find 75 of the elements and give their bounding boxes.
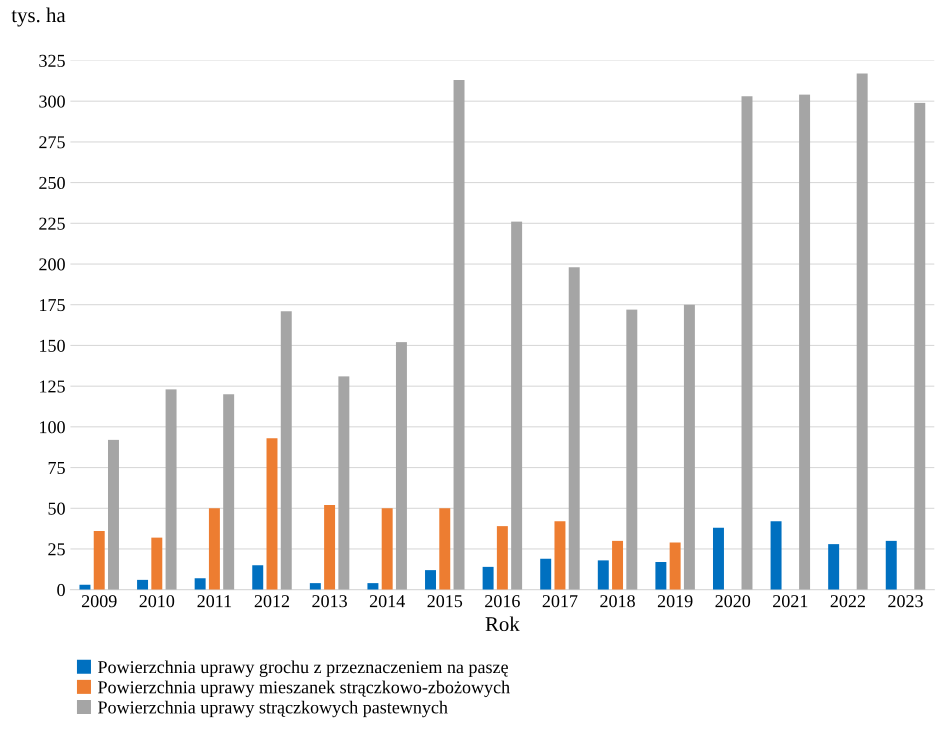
legend-label: Powierzchnia uprawy grochu z przeznaczeniem na paszę [98,660,508,677]
y-tick-label: 225 [39,218,65,230]
bar [554,521,566,590]
bar [194,578,206,590]
bar [670,542,681,590]
y-tick-label: 175 [40,299,65,312]
bar [338,376,350,590]
bar [382,508,393,590]
bar [828,544,840,590]
bar [914,102,926,590]
x-axis-title: Rok [486,616,520,632]
bar [684,304,695,590]
bar [79,584,90,590]
bar [310,583,321,590]
bar [439,508,450,590]
bar [568,267,580,590]
bar [94,531,105,590]
bar [223,394,234,590]
x-tick-label: 2014 [370,595,405,608]
bar [612,540,624,590]
x-tick-label: 2013 [312,595,347,608]
y-tick-label: 325 [39,54,65,67]
legend-label: Powierzchnia uprawy mieszanek strączkowo-zbożowych [98,680,510,698]
bar [454,80,465,590]
bar [886,540,897,590]
x-tick-label: 2023 [888,595,923,608]
y-tick-label: 50 [48,502,65,515]
bar [511,222,522,590]
bar [166,389,177,590]
x-tick-label: 2019 [658,595,692,608]
x-tick-label: 2016 [485,595,520,608]
y-tick-label: 75 [48,462,65,474]
bar [540,558,552,590]
bar [280,311,292,590]
y-tick-label: 150 [40,340,65,352]
x-tick-label: 2010 [140,595,174,608]
y-tick-label: 275 [39,136,65,148]
x-tick-label: 2011 [197,595,232,608]
bar [151,538,162,590]
legend-label: Powierzchnia uprawy strączkowych pastewnych [98,700,448,718]
bar [252,565,264,590]
bar [324,505,336,590]
bar [598,560,609,590]
bar [425,570,436,590]
bar [137,580,148,590]
x-tick-label: 2018 [600,595,635,608]
x-tick-label: 2017 [542,595,578,608]
x-tick-label: 2009 [82,595,117,608]
y-tick-label: 200 [39,258,65,270]
bar [496,526,508,590]
y-tick-label: 125 [40,380,65,393]
x-tick-label: 2020 [715,595,750,608]
bar [108,440,119,590]
bar [208,508,220,590]
bar [626,310,638,590]
y-tick-label: 100 [40,421,65,434]
bar [856,74,868,590]
bar [655,562,666,590]
y-tick-label: 25 [48,543,65,556]
bar [742,96,752,590]
bar [482,566,494,590]
y-tick-label: 300 [39,95,65,108]
bar [770,521,782,590]
y-tick-label: 250 [39,176,65,190]
bar [712,528,724,590]
bar [367,583,378,590]
x-tick-label: 2022 [830,595,865,608]
y-axis-title: tys. ha [11,8,66,27]
y-tick-label: 0 [57,584,65,596]
x-tick-label: 2012 [254,595,290,608]
bar [799,94,810,590]
bar [396,342,407,590]
x-tick-label: 2021 [773,595,808,608]
bar [266,438,278,590]
x-tick-label: 2015 [428,595,462,608]
